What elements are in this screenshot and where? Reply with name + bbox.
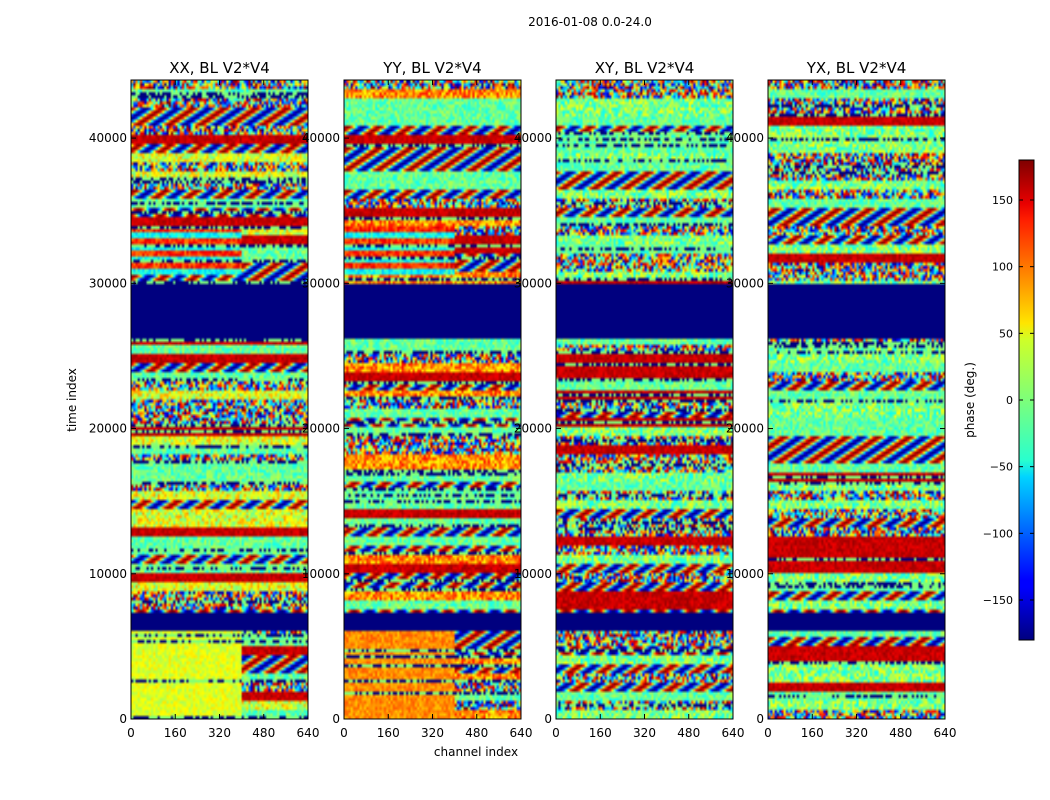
y-tick-label: 30000	[302, 276, 340, 290]
colorbar-tick-label: 0	[1006, 394, 1013, 407]
heatmap-image	[556, 80, 733, 719]
heatmap-image	[344, 80, 521, 719]
x-tick-label: 320	[421, 726, 444, 740]
y-tick-label: 0	[756, 712, 764, 726]
colorbar: 150 100 50 0 −50 −100 −150	[983, 159, 1035, 641]
colorbar-tick-label: −100	[983, 527, 1013, 540]
figure-title: 2016-01-08 0.0-24.0	[528, 15, 652, 29]
colorbar-label: phase (deg.)	[963, 362, 977, 438]
y-tick-label: 40000	[89, 131, 127, 145]
x-tick-label: 0	[340, 726, 348, 740]
colorbar-tick-label: 100	[992, 261, 1013, 274]
x-tick-label: 160	[164, 726, 187, 740]
y-tick-label: 20000	[514, 422, 552, 436]
y-tick-label: 30000	[726, 276, 764, 290]
x-tick-label: 640	[934, 726, 957, 740]
x-axis-label: channel index	[434, 745, 518, 759]
panel-title: XX, BL V2*V4	[169, 59, 270, 77]
y-tick-label: 10000	[726, 567, 764, 581]
x-tick-label: 480	[252, 726, 275, 740]
heatmap-image	[768, 80, 945, 719]
x-tick-label: 640	[510, 726, 533, 740]
y-tick-label: 20000	[302, 422, 340, 436]
y-tick-label: 40000	[726, 131, 764, 145]
panels: XX, BL V2*V4 0 160 320 480 640 0 10000 20000 3000…	[89, 59, 957, 740]
y-tick-label: 40000	[514, 131, 552, 145]
y-tick-label: 10000	[302, 567, 340, 581]
y-tick-label: 30000	[89, 276, 127, 290]
panel-2: YY, BL V2*V4 0 160 320 480 640 0 10000 20000 3000…	[302, 59, 533, 740]
colorbar-tick-label: −50	[990, 461, 1013, 474]
y-tick-label: 40000	[302, 131, 340, 145]
colorbar-tick-label: 50	[999, 327, 1013, 340]
x-tick-label: 480	[465, 726, 488, 740]
x-tick-label: 160	[801, 726, 824, 740]
x-tick-label: 160	[377, 726, 400, 740]
y-tick-label: 0	[332, 712, 340, 726]
x-tick-label: 480	[677, 726, 700, 740]
y-tick-label: 10000	[514, 567, 552, 581]
x-tick-label: 640	[722, 726, 745, 740]
colorbar-tick-label: −150	[983, 594, 1013, 607]
y-tick-label: 10000	[89, 567, 127, 581]
x-tick-label: 0	[127, 726, 135, 740]
y-tick-label: 0	[544, 712, 552, 726]
y-tick-label: 0	[119, 712, 127, 726]
y-tick-label: 30000	[514, 276, 552, 290]
colorbar-tick-label: 150	[992, 194, 1013, 207]
panel-3: XY, BL V2*V4 0 160 320 480 640 0 10000 20000 3000…	[514, 59, 745, 740]
x-tick-label: 0	[764, 726, 772, 740]
panel-title: YX, BL V2*V4	[806, 59, 907, 77]
x-tick-label: 320	[845, 726, 868, 740]
x-tick-label: 160	[589, 726, 612, 740]
y-tick-label: 20000	[726, 422, 764, 436]
x-tick-label: 0	[552, 726, 560, 740]
x-tick-label: 320	[633, 726, 656, 740]
y-tick-label: 20000	[89, 422, 127, 436]
panel-title: XY, BL V2*V4	[595, 59, 695, 77]
x-tick-label: 480	[889, 726, 912, 740]
panel-4: YX, BL V2*V4 0 160 320 480 640 0 10000 20000 3000…	[726, 59, 957, 740]
panel-title: YY, BL V2*V4	[382, 59, 481, 77]
x-tick-label: 320	[208, 726, 231, 740]
x-tick-label: 640	[297, 726, 320, 740]
heatmap-image	[131, 80, 308, 719]
y-axis-label: time index	[65, 368, 79, 432]
panel-1: XX, BL V2*V4 0 160 320 480 640 0 10000 20000 3000…	[89, 59, 320, 740]
